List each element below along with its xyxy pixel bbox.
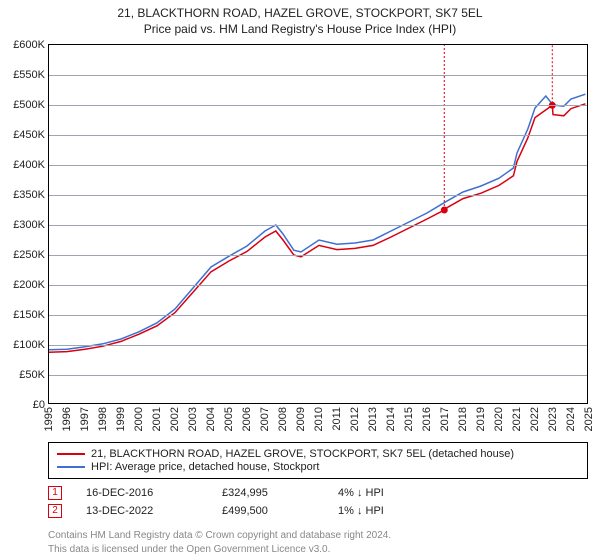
event-date: 13-DEC-2022 — [86, 505, 216, 517]
x-axis-label: 2016 — [421, 407, 433, 431]
event-marker: 2 — [48, 504, 62, 518]
x-axis-label: 1995 — [43, 407, 55, 431]
legend-box: 21, BLACKTHORN ROAD, HAZEL GROVE, STOCKP… — [48, 442, 588, 479]
y-axis-label: £400K — [13, 159, 45, 171]
x-axis-label: 2004 — [205, 407, 217, 431]
footer-line1: Contains HM Land Registry data © Crown c… — [48, 530, 391, 541]
chart-title-line2: Price paid vs. HM Land Registry's House … — [0, 22, 600, 36]
chart-container: 21, BLACKTHORN ROAD, HAZEL GROVE, STOCKP… — [0, 0, 600, 560]
legend-row-series2: HPI: Average price, detached house, Stoc… — [57, 461, 579, 473]
legend-label-series2: HPI: Average price, detached house, Stoc… — [91, 461, 320, 473]
y-axis-label: £600K — [13, 39, 45, 51]
y-gridline — [49, 375, 587, 376]
x-axis-label: 2012 — [349, 407, 361, 431]
event-row: 2 13-DEC-2022 £499,500 1% ↓ HPI — [48, 502, 448, 520]
y-gridline — [49, 255, 587, 256]
event-row: 1 16-DEC-2016 £324,995 4% ↓ HPI — [48, 484, 448, 502]
chart-title-line1: 21, BLACKTHORN ROAD, HAZEL GROVE, STOCKP… — [0, 6, 600, 20]
y-gridline — [49, 105, 587, 106]
x-axis-label: 1997 — [79, 407, 91, 431]
x-axis-label: 1998 — [97, 407, 109, 431]
y-gridline — [49, 285, 587, 286]
x-axis-label: 2025 — [583, 407, 595, 431]
y-axis-label: £450K — [13, 129, 45, 141]
legend-swatch-series1 — [57, 453, 85, 455]
x-axis-label: 2001 — [151, 407, 163, 431]
footer-line2: This data is licensed under the Open Gov… — [48, 544, 330, 555]
x-axis-label: 2005 — [223, 407, 235, 431]
legend-row-series1: 21, BLACKTHORN ROAD, HAZEL GROVE, STOCKP… — [57, 448, 579, 460]
x-axis-label: 2017 — [439, 407, 451, 431]
x-axis-label: 2023 — [547, 407, 559, 431]
x-axis-label: 2007 — [259, 407, 271, 431]
x-axis-label: 1996 — [61, 407, 73, 431]
y-axis-label: £100K — [13, 339, 45, 351]
y-gridline — [49, 315, 587, 316]
marker-dot — [441, 207, 448, 214]
y-axis-label: £200K — [13, 279, 45, 291]
x-axis-label: 2024 — [565, 407, 577, 431]
x-axis-label: 2003 — [187, 407, 199, 431]
x-axis-label: 2008 — [277, 407, 289, 431]
line-series-hpi — [49, 94, 585, 350]
plot-area: £0£50K£100K£150K£200K£250K£300K£350K£400… — [48, 44, 588, 404]
y-axis-label: £300K — [13, 219, 45, 231]
event-price: £499,500 — [222, 505, 332, 517]
x-axis-label: 2014 — [385, 407, 397, 431]
x-axis-label: 2013 — [367, 407, 379, 431]
y-gridline — [49, 135, 587, 136]
x-axis-label: 2018 — [457, 407, 469, 431]
event-diff: 1% ↓ HPI — [338, 505, 448, 517]
y-gridline — [49, 75, 587, 76]
x-axis-label: 2009 — [295, 407, 307, 431]
x-axis-label: 2002 — [169, 407, 181, 431]
y-axis-label: £500K — [13, 99, 45, 111]
event-table: 1 16-DEC-2016 £324,995 4% ↓ HPI 2 13-DEC-2022… — [48, 484, 448, 520]
y-gridline — [49, 225, 587, 226]
y-gridline — [49, 195, 587, 196]
y-axis-label: £550K — [13, 69, 45, 81]
x-axis-label: 2010 — [313, 407, 325, 431]
event-diff: 4% ↓ HPI — [338, 487, 448, 499]
y-gridline — [49, 345, 587, 346]
legend-swatch-series2 — [57, 466, 85, 468]
x-axis-label: 2000 — [133, 407, 145, 431]
x-axis-label: 2015 — [403, 407, 415, 431]
y-axis-label: £250K — [13, 249, 45, 261]
x-axis-label: 2022 — [529, 407, 541, 431]
y-axis-label: £150K — [13, 309, 45, 321]
event-marker: 1 — [48, 486, 62, 500]
x-axis-label: 2021 — [511, 407, 523, 431]
x-axis-label: 2019 — [475, 407, 487, 431]
x-axis-label: 2006 — [241, 407, 253, 431]
y-axis-label: £50K — [19, 369, 45, 381]
legend-label-series1: 21, BLACKTHORN ROAD, HAZEL GROVE, STOCKP… — [91, 448, 514, 460]
event-price: £324,995 — [222, 487, 332, 499]
y-axis-label: £350K — [13, 189, 45, 201]
x-axis-label: 1999 — [115, 407, 127, 431]
x-axis-label: 2011 — [331, 407, 343, 431]
event-date: 16-DEC-2016 — [86, 487, 216, 499]
x-axis-label: 2020 — [493, 407, 505, 431]
y-gridline — [49, 165, 587, 166]
